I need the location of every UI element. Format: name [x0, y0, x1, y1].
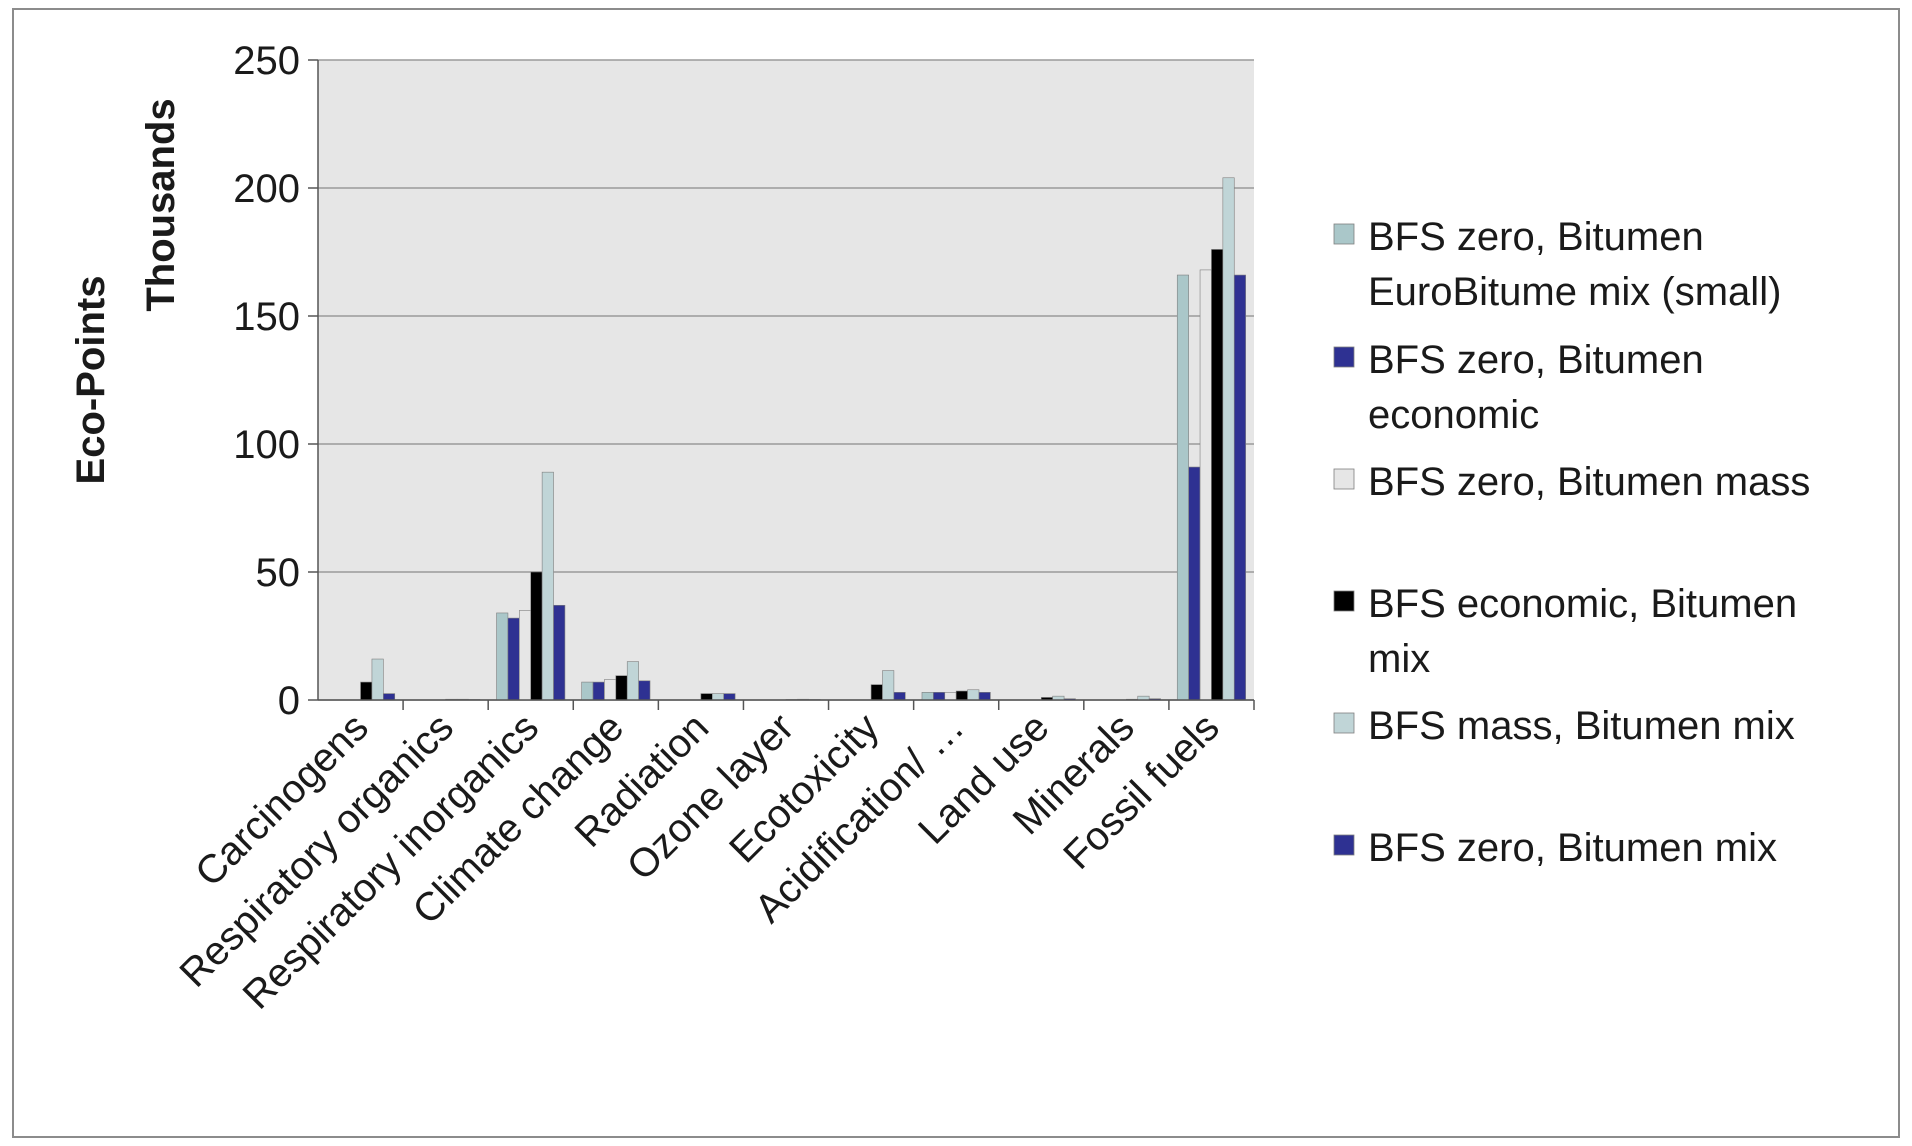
legend-swatch [1333, 223, 1355, 245]
legend-label: mix [1368, 637, 1430, 681]
bar-2 [933, 692, 946, 701]
bar-6 [1233, 274, 1246, 701]
bar-6 [553, 604, 566, 701]
bar-1 [581, 681, 594, 701]
bar-4 [1211, 249, 1224, 701]
plot-area [318, 60, 1254, 700]
y-tick-label: 0 [278, 679, 300, 723]
legend-swatch [1333, 712, 1355, 734]
bar-6 [638, 680, 651, 701]
bar-5 [712, 693, 725, 701]
legend: BFS zero, Bitumen EuroBitume mix (small) B… [1333, 215, 1810, 870]
y-tick-label: 150 [233, 295, 300, 339]
y-tick-label: 100 [233, 423, 300, 467]
legend-swatch [1333, 468, 1355, 490]
legend-label: BFS economic, Bitumen [1368, 582, 1797, 626]
plot-background [318, 60, 1254, 700]
bar-1 [1176, 274, 1189, 701]
bars [360, 177, 1246, 701]
legend-swatch [1333, 590, 1355, 612]
legend-label: BFS zero, Bitumen mix [1368, 826, 1777, 870]
legend-label: economic [1368, 393, 1539, 437]
chart-frame: 0 50 100 150 200 250 Carcinogens Respiratory o… [12, 8, 1900, 1138]
legend-swatch [1333, 346, 1355, 368]
legend-label: BFS zero, Bitumen mass [1368, 460, 1810, 504]
bar-5 [541, 471, 554, 701]
legend-swatch [1333, 834, 1355, 856]
bar-4 [360, 681, 373, 701]
y-axis-unit-label: Thousands [139, 98, 183, 311]
bar-2 [592, 681, 605, 701]
bar-4 [870, 684, 883, 701]
bar-4 [615, 675, 628, 701]
y-tick-labels: 0 50 100 150 200 250 [233, 39, 300, 723]
bar-4 [700, 693, 713, 701]
bar-2 [507, 617, 520, 701]
bar-5 [967, 689, 980, 701]
y-tick-label: 250 [233, 39, 300, 83]
bar-6 [723, 693, 736, 701]
bar-1 [921, 692, 934, 701]
bar-5 [1222, 177, 1235, 701]
legend-label: BFS zero, Bitumen [1368, 215, 1704, 259]
bar-1 [496, 612, 509, 701]
bar-6 [978, 692, 991, 701]
bar-3 [519, 610, 532, 701]
bar-5 [371, 658, 384, 701]
y-tick-label: 50 [256, 551, 301, 595]
axes [317, 60, 1255, 710]
gridlines [308, 59, 1254, 701]
y-axis-title: Eco-Points [69, 276, 113, 485]
bar-6 [893, 692, 906, 701]
bar-4 [530, 571, 543, 701]
bar-5 [626, 661, 639, 701]
bar-4 [955, 690, 968, 701]
bar-6 [383, 693, 396, 701]
bar-5 [882, 670, 895, 701]
y-tick-label: 200 [233, 167, 300, 211]
bar-2 [1188, 466, 1201, 701]
bar-3 [944, 692, 957, 701]
legend-label: BFS zero, Bitumen [1368, 338, 1704, 382]
legend-label: BFS mass, Bitumen mix [1368, 704, 1795, 748]
bar-3 [1199, 269, 1212, 701]
bar-3 [604, 679, 617, 701]
legend-label: EuroBitume mix (small) [1368, 270, 1781, 314]
